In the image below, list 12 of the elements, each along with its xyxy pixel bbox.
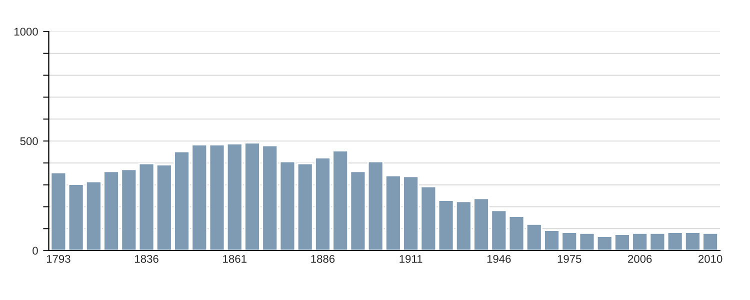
- y-tick-label: 500: [20, 137, 38, 146]
- y-tick-label: 1000: [14, 28, 38, 36]
- x-tick-label: 1886: [311, 254, 335, 263]
- x-tick-label: 1836: [135, 254, 158, 263]
- x-tick-label: 2006: [628, 254, 652, 263]
- y-tick-label: 0: [32, 246, 38, 255]
- x-tick-label: 1793: [46, 254, 70, 263]
- x-tick-label: 2010: [698, 254, 722, 263]
- x-tick-label: 1946: [487, 254, 511, 263]
- x-tick-label: 1861: [223, 254, 246, 263]
- x-tick-label: 1911: [400, 254, 422, 263]
- x-tick-label: 1975: [558, 254, 582, 263]
